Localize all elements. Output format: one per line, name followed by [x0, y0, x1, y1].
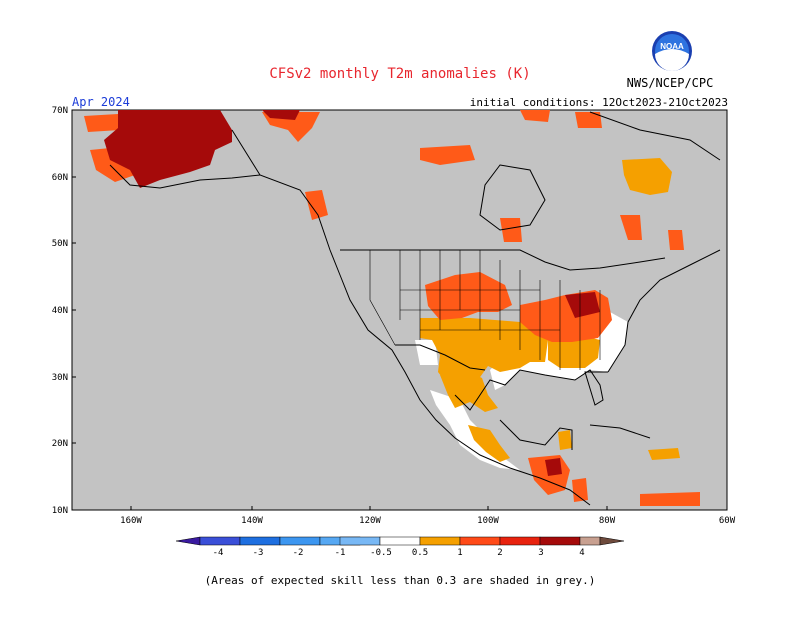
lon-label: 80W	[599, 516, 616, 526]
colorbar-label: 3	[538, 548, 543, 558]
lat-label: 60N	[52, 173, 68, 183]
border-lines-east	[479, 250, 601, 370]
red-region-ontario	[500, 218, 522, 242]
orange-region-mexico-south	[468, 425, 510, 462]
colorbar-segment	[459, 536, 501, 546]
greenland-coast	[589, 111, 721, 161]
orange-region-caribbean	[648, 448, 680, 460]
latitude-labels: 70N 60N 50N 40N 30N 20N 10N	[52, 106, 68, 516]
colorbar-label: -3	[253, 548, 264, 558]
lon-label: 60W	[719, 516, 736, 526]
east-coast	[607, 249, 721, 373]
us-canada-border	[340, 249, 666, 271]
darkred-region-honduras	[545, 458, 562, 476]
orange-region-quebec	[622, 158, 672, 195]
darkred-region-alaska	[104, 110, 232, 188]
colorbar-segment	[239, 536, 281, 546]
anomaly-map: 70N 60N 50N 40N 30N 20N 10N 160W 140W 12…	[52, 106, 736, 558]
colorbar-label: -1	[335, 548, 346, 558]
west-coast	[231, 129, 591, 506]
red-region-panama	[572, 478, 588, 502]
white-region-carolina	[610, 330, 626, 352]
yucatan-coast	[499, 419, 573, 450]
colorbar-label: 1	[457, 548, 462, 558]
red-region-venezuela	[640, 492, 700, 506]
colorbar-label: 2	[497, 548, 502, 558]
red-region-midwest	[425, 272, 512, 320]
red-region-arctic-islands	[262, 112, 320, 142]
colorbar-left-arrow	[175, 536, 201, 546]
initial-conditions-label: initial conditions: 12Oct2023-21Oct2023	[469, 96, 728, 109]
border-lines-west	[369, 250, 560, 346]
lon-label: 120W	[359, 516, 381, 526]
footnote: (Areas of expected skill less than 0.3 a…	[204, 574, 596, 587]
cuba-coast	[589, 424, 651, 439]
logo-text: NOAA	[660, 42, 684, 51]
colorbar-label: 4	[579, 548, 584, 558]
lat-label: 30N	[52, 373, 68, 383]
colorbar-label: 0.5	[412, 548, 428, 558]
white-region-southwest	[415, 340, 438, 365]
lat-label: 50N	[52, 239, 68, 249]
anomaly-1-to-2-regions	[84, 110, 700, 506]
valid-month-label: Apr 2024	[72, 95, 130, 109]
colorbar	[175, 536, 625, 546]
lat-label: 20N	[52, 439, 68, 449]
colorbar-label: -2	[293, 548, 304, 558]
colorbar-right-arrow	[599, 536, 625, 546]
lat-label: 70N	[52, 106, 68, 116]
colorbar-segment	[499, 536, 541, 546]
state-borders	[369, 250, 601, 370]
colorbar-segment	[539, 536, 581, 546]
anomaly-0-5-to-1-regions	[420, 158, 680, 462]
longitude-labels: 160W 140W 120W 100W 80W 60W	[120, 516, 736, 526]
lon-ticks	[130, 506, 608, 510]
orange-region-gulf-states	[548, 335, 600, 368]
colorbar-labels: -4 -3 -2 -1 -0.5 0.5 1 2 3 4	[213, 548, 585, 558]
colorbar-label: -0.5	[370, 548, 392, 558]
coastlines	[109, 111, 721, 506]
orange-region-yucatan	[558, 430, 572, 450]
colorbar-segment	[339, 536, 381, 546]
red-region-newfoundland	[668, 230, 684, 250]
red-region-alaska-west	[84, 114, 120, 132]
gulf-coast	[454, 369, 608, 411]
lon-label: 100W	[477, 516, 499, 526]
colorbar-segment	[279, 536, 321, 546]
map-title: CFSv2 monthly T2m anomalies (K)	[269, 66, 531, 82]
darkred-region-ohio	[565, 292, 600, 318]
colorbar-label: -4	[213, 548, 224, 558]
red-region-bc-coast	[305, 190, 328, 220]
colorbar-segment	[379, 536, 421, 546]
red-region-greenland-edge	[520, 110, 550, 122]
lon-label: 140W	[241, 516, 263, 526]
lat-ticks	[72, 109, 76, 444]
red-region-baffin	[575, 112, 602, 128]
lat-label: 10N	[52, 506, 68, 516]
noaa-logo-icon: NOAA	[652, 31, 692, 71]
us-mexico-border	[395, 344, 486, 371]
hudson-bay	[479, 164, 546, 231]
anomaly-3-to-4-regions	[104, 110, 600, 476]
colorbar-segment	[199, 536, 241, 546]
colorbar-segment	[419, 536, 461, 546]
map-background	[71, 109, 728, 511]
alaska-coast	[109, 164, 261, 189]
colorbar-segment	[579, 536, 601, 546]
orange-region-mexico-north	[440, 372, 498, 412]
lat-label: 40N	[52, 306, 68, 316]
darkred-region-arctic	[262, 110, 300, 120]
red-region-hudson	[420, 145, 475, 165]
red-region-labrador	[620, 215, 642, 240]
agency-label: NWS/NCEP/CPC	[626, 76, 714, 90]
lon-label: 160W	[120, 516, 142, 526]
